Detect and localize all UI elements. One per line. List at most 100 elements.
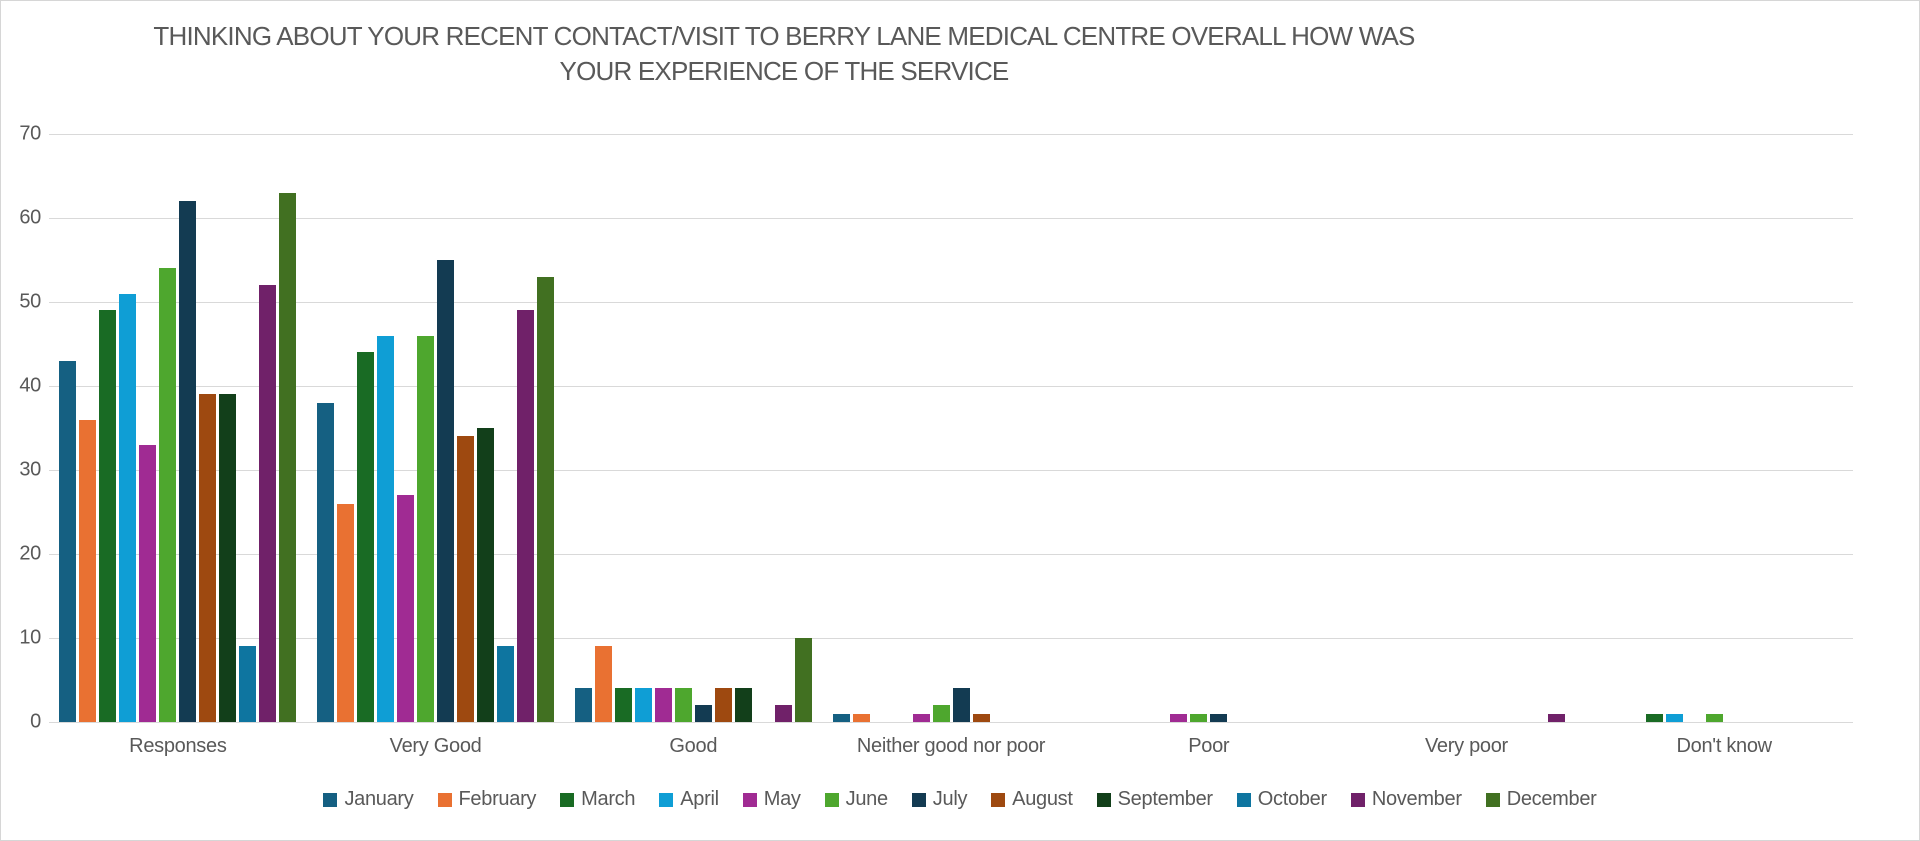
legend-swatch-april <box>659 792 674 807</box>
y-axis-labels: 0 10 20 30 40 50 60 70 <box>3 123 41 733</box>
gridline-y-50 <box>49 302 1853 303</box>
bar-march-good <box>614 688 632 722</box>
bar-group-very-poor <box>1338 134 1596 722</box>
bar-april-don-t-know <box>1665 713 1683 722</box>
bar-july-very-good <box>437 260 455 722</box>
category-label-poor: Poor <box>1188 735 1230 757</box>
legend-item-july: July <box>911 788 968 811</box>
bar-december-very-good <box>537 276 555 722</box>
y-axis-tick-20: 20 <box>19 542 41 565</box>
bar-group-very-good <box>307 134 565 722</box>
legend-item-october: October <box>1236 788 1327 811</box>
bar-january-good <box>574 688 592 722</box>
bar-january-very-good <box>317 402 335 722</box>
x-axis-labels: Responses Very Good Good Neither good nor p… <box>49 735 1853 758</box>
chart-title: THINKING ABOUT YOUR RECENT CONTACT/VISIT… <box>1 19 1567 89</box>
category-label-very-poor: Very poor <box>1425 735 1508 757</box>
y-axis-tick-30: 30 <box>19 458 41 481</box>
legend-swatch-november <box>1350 792 1365 807</box>
bar-may-responses <box>139 444 157 722</box>
bar-november-responses <box>259 285 277 722</box>
legend-swatch-january <box>323 792 338 807</box>
bar-august-responses <box>199 394 217 722</box>
bar-august-good <box>714 688 732 722</box>
bar-november-good <box>774 705 792 722</box>
bar-august-neither-good-nor-poor <box>972 713 990 722</box>
bar-may-good <box>654 688 672 722</box>
category-label-don-t-know: Don't know <box>1676 735 1773 757</box>
bar-may-poor <box>1170 713 1188 722</box>
bar-february-good <box>594 646 612 722</box>
gridline-y-30 <box>49 470 1853 471</box>
bar-september-responses <box>219 394 237 722</box>
legend-swatch-march <box>560 792 575 807</box>
legend-label-july: July <box>932 788 968 810</box>
legend-swatch-december <box>1485 792 1500 807</box>
legend-swatch-may <box>742 792 757 807</box>
legend-label-october: October <box>1257 788 1327 810</box>
bar-july-neither-good-nor-poor <box>952 688 970 722</box>
bar-october-very-good <box>497 646 515 722</box>
bar-february-very-good <box>337 503 355 722</box>
gridline-y-40 <box>49 386 1853 387</box>
y-axis-tick-0: 0 <box>30 710 41 733</box>
legend-item-november: November <box>1350 788 1462 811</box>
y-axis-tick-70: 70 <box>19 122 41 145</box>
legend-item-june: June <box>824 788 888 811</box>
y-axis-tick-40: 40 <box>19 374 41 397</box>
bar-july-responses <box>179 201 197 722</box>
legend-swatch-august <box>991 792 1006 807</box>
bar-june-responses <box>159 268 177 722</box>
gridline-y-20 <box>49 554 1853 555</box>
legend-label-june: June <box>845 788 888 810</box>
bar-december-good <box>794 638 812 722</box>
bar-group-responses <box>49 134 307 722</box>
bar-january-responses <box>59 360 77 722</box>
legend-label-march: March <box>581 788 636 810</box>
bar-november-very-good <box>517 310 535 722</box>
bar-february-neither-good-nor-poor <box>852 713 870 722</box>
gridline-y-70 <box>49 134 1853 135</box>
bar-june-don-t-know <box>1705 713 1723 722</box>
gridline-y-60 <box>49 218 1853 219</box>
legend-item-april: April <box>659 788 719 811</box>
y-axis-tick-50: 50 <box>19 290 41 313</box>
legend-swatch-july <box>911 792 926 807</box>
legend-swatch-september <box>1096 792 1111 807</box>
legend-item-may: May <box>742 788 801 811</box>
bar-march-very-good <box>357 352 375 722</box>
plot-area: 0 10 20 30 40 50 60 70 <box>19 123 1853 733</box>
legend-swatch-february <box>437 792 452 807</box>
gridline-y-10 <box>49 638 1853 639</box>
bar-april-responses <box>119 293 137 722</box>
bar-january-neither-good-nor-poor <box>832 713 850 722</box>
chart-title-line-2: YOUR EXPERIENCE OF THE SERVICE <box>559 56 1010 86</box>
legend-swatch-june <box>824 792 839 807</box>
bar-september-good <box>734 688 752 722</box>
bar-june-very-good <box>417 335 435 722</box>
legend-label-december: December <box>1506 788 1597 810</box>
bar-group-don-t-know <box>1595 134 1853 722</box>
legend-label-september: September <box>1117 788 1213 810</box>
legend-swatch-october <box>1236 792 1251 807</box>
bar-march-responses <box>99 310 117 722</box>
bars-layer <box>49 134 1853 722</box>
bar-june-neither-good-nor-poor <box>932 705 950 722</box>
legend-label-november: November <box>1371 788 1462 810</box>
legend-item-december: December <box>1485 788 1597 811</box>
bar-august-very-good <box>457 436 475 722</box>
bar-february-responses <box>79 419 97 722</box>
bar-april-very-good <box>377 335 395 722</box>
bar-april-good <box>634 688 652 722</box>
category-label-good: Good <box>669 735 718 757</box>
y-axis-tick-10: 10 <box>19 626 41 649</box>
legend: January February March April May June July Augu… <box>1 788 1919 811</box>
legend-item-february: February <box>437 788 536 811</box>
category-label-responses: Responses <box>129 735 227 757</box>
legend-item-march: March <box>560 788 636 811</box>
gridline-y-0 <box>49 722 1853 723</box>
bar-july-poor <box>1210 713 1228 722</box>
bar-group-poor <box>1080 134 1338 722</box>
bar-december-responses <box>279 192 297 722</box>
